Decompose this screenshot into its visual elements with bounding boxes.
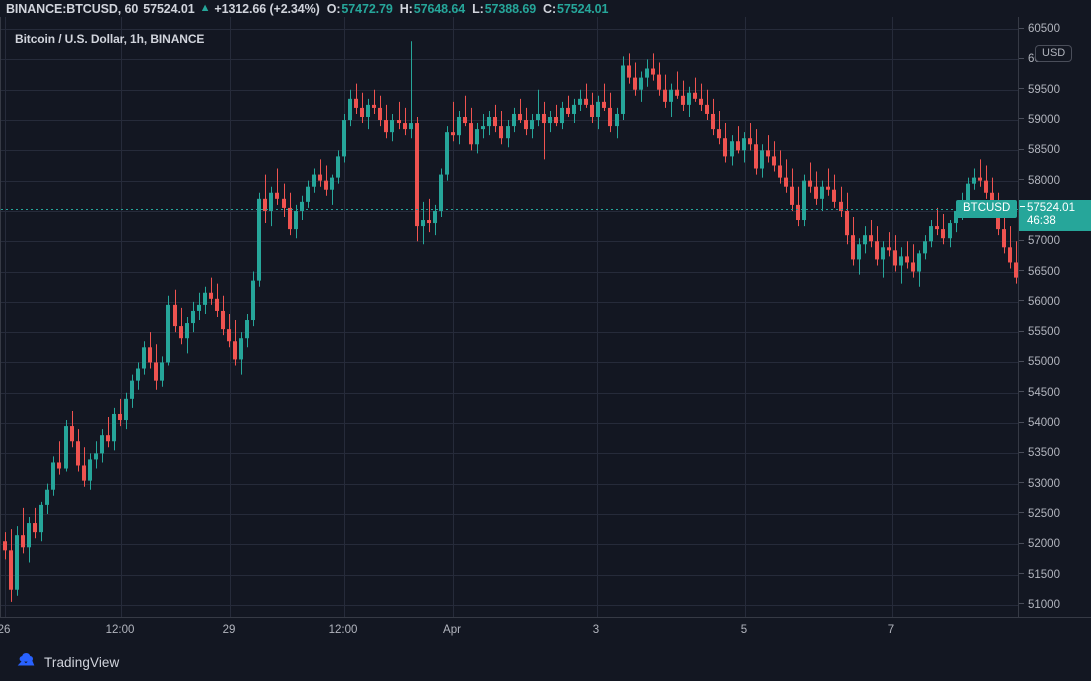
price-tick-dash xyxy=(1019,573,1024,575)
price-tick-label: 56000 xyxy=(1028,295,1060,308)
ticker-high-value: 57648.64 xyxy=(413,1,466,16)
price-tick-dash xyxy=(1019,179,1024,181)
price-tick: 60500 xyxy=(1019,22,1060,36)
time-tick-label: 12:00 xyxy=(328,624,358,636)
price-tick: 58500 xyxy=(1019,143,1060,157)
price-tick: 54000 xyxy=(1019,416,1060,430)
price-tick: 58000 xyxy=(1019,174,1060,188)
price-tick-dash xyxy=(1019,603,1024,605)
price-tick: 56500 xyxy=(1019,265,1060,279)
candlestick-series xyxy=(3,41,1018,602)
price-tick-label: 52000 xyxy=(1028,538,1060,551)
ticker-change: +1312.66 (+2.34%) xyxy=(214,1,320,16)
ticker-symbol[interactable]: BINANCE:BTCUSD, 60 xyxy=(6,1,139,16)
price-tick-dash xyxy=(1019,512,1024,514)
price-tick-dash xyxy=(1019,451,1024,453)
price-tick: 54500 xyxy=(1019,386,1060,400)
price-tick-dash xyxy=(1019,421,1024,423)
price-tick-label: 56500 xyxy=(1028,265,1060,278)
price-tick-label: 54500 xyxy=(1028,386,1060,399)
price-tick-label: 53000 xyxy=(1028,477,1060,490)
price-tick-dash xyxy=(1019,57,1024,59)
current-price-value: 57524.01 xyxy=(1027,202,1075,215)
price-tick-dash xyxy=(1019,391,1024,393)
price-tick-label: 55500 xyxy=(1028,326,1060,339)
price-tick-dash xyxy=(1019,300,1024,302)
ticker-header: BINANCE:BTCUSD, 60 57524.01 ▲ +1312.66 (… xyxy=(0,0,1091,17)
price-tick-label: 58000 xyxy=(1028,174,1060,187)
chart-frame: Bitcoin / U.S. Dollar, 1h, BINANCE BTCUS… xyxy=(0,17,1091,645)
price-tick-dash xyxy=(1019,270,1024,271)
price-tick: 51500 xyxy=(1019,568,1060,582)
time-tick-label: 29 xyxy=(222,624,236,636)
ticker-low-key: L: xyxy=(472,1,484,16)
time-tick-label: 3 xyxy=(592,624,600,636)
price-tick-dash xyxy=(1019,118,1024,120)
ticker-close-value: 57524.01 xyxy=(557,1,609,16)
chart-pane[interactable]: Bitcoin / U.S. Dollar, 1h, BINANCE BTCUS… xyxy=(0,17,1019,617)
tradingview-logo-icon xyxy=(16,652,36,673)
current-price-line xyxy=(1,209,1019,210)
chart-legend-title: Bitcoin / U.S. Dollar, 1h, BINANCE xyxy=(15,32,205,46)
price-tick-dash xyxy=(1019,27,1024,29)
price-tick-label: 51000 xyxy=(1028,598,1060,611)
price-tick-label: 59000 xyxy=(1028,114,1060,127)
price-tick-dash xyxy=(1019,239,1024,241)
price-tick: 52000 xyxy=(1019,537,1060,551)
price-tick-dash xyxy=(1019,360,1024,362)
price-tick-label: 59500 xyxy=(1028,83,1060,96)
current-price-badge: 57524.01 46:38 xyxy=(1019,200,1091,232)
price-tick-dash xyxy=(1019,330,1024,332)
price-tick: 59500 xyxy=(1019,83,1060,97)
price-axis[interactable]: USD 605006000059500590005850058000575005… xyxy=(1018,17,1091,644)
price-tick: 51000 xyxy=(1019,598,1060,612)
time-tick-label: Apr xyxy=(443,624,461,636)
price-tick: 53500 xyxy=(1019,446,1060,460)
price-badge-tick xyxy=(1020,206,1025,208)
price-line-symbol-badge[interactable]: BTCUSD xyxy=(956,200,1018,219)
price-tick: 55500 xyxy=(1019,325,1060,339)
ticker-last-price: 57524.01 xyxy=(143,1,195,16)
price-tick-label: 57000 xyxy=(1028,235,1060,248)
ticker-low-value: 57388.69 xyxy=(484,1,537,16)
time-tick-label: 12:00 xyxy=(105,624,135,636)
price-tick-label: 52500 xyxy=(1028,507,1060,520)
price-tick-label: 55000 xyxy=(1028,356,1060,369)
footer-bar: TradingView xyxy=(0,644,1091,681)
tradingview-brand-label: TradingView xyxy=(44,655,120,670)
price-tick: 57000 xyxy=(1019,234,1060,248)
price-tick: 59000 xyxy=(1019,113,1060,127)
ticker-close-key: C: xyxy=(543,1,557,16)
price-tick-dash xyxy=(1019,148,1024,150)
bar-countdown: 46:38 xyxy=(1027,215,1056,228)
triangle-up-icon: ▲ xyxy=(199,1,211,14)
ticker-open-value: 57472.79 xyxy=(341,1,393,16)
time-tick-label: 5 xyxy=(740,624,748,636)
price-tick-label: 53500 xyxy=(1028,447,1060,460)
price-tick: 52500 xyxy=(1019,507,1060,521)
chart-gridlines xyxy=(1,17,1019,617)
price-tick-dash xyxy=(1019,88,1024,90)
ticker-open-key: O: xyxy=(326,1,341,16)
price-tick-dash xyxy=(1019,542,1024,544)
time-tick-label: 26 xyxy=(0,624,11,636)
price-tick-label: 58500 xyxy=(1028,144,1060,157)
price-tick: 53000 xyxy=(1019,477,1060,491)
price-tick-label: 54000 xyxy=(1028,417,1060,430)
ticker-high-key: H: xyxy=(399,1,413,16)
price-tick: 55000 xyxy=(1019,355,1060,369)
price-tick-label: 51500 xyxy=(1028,568,1060,581)
price-tick-label: 60500 xyxy=(1028,23,1060,36)
price-tick-dash xyxy=(1019,482,1024,484)
time-tick-label: 7 xyxy=(887,624,895,636)
time-axis[interactable]: 26 12:00 29 12:00 Apr 3 5 7 xyxy=(0,617,1091,645)
price-tick: 56000 xyxy=(1019,295,1060,309)
currency-badge: USD xyxy=(1035,45,1073,62)
